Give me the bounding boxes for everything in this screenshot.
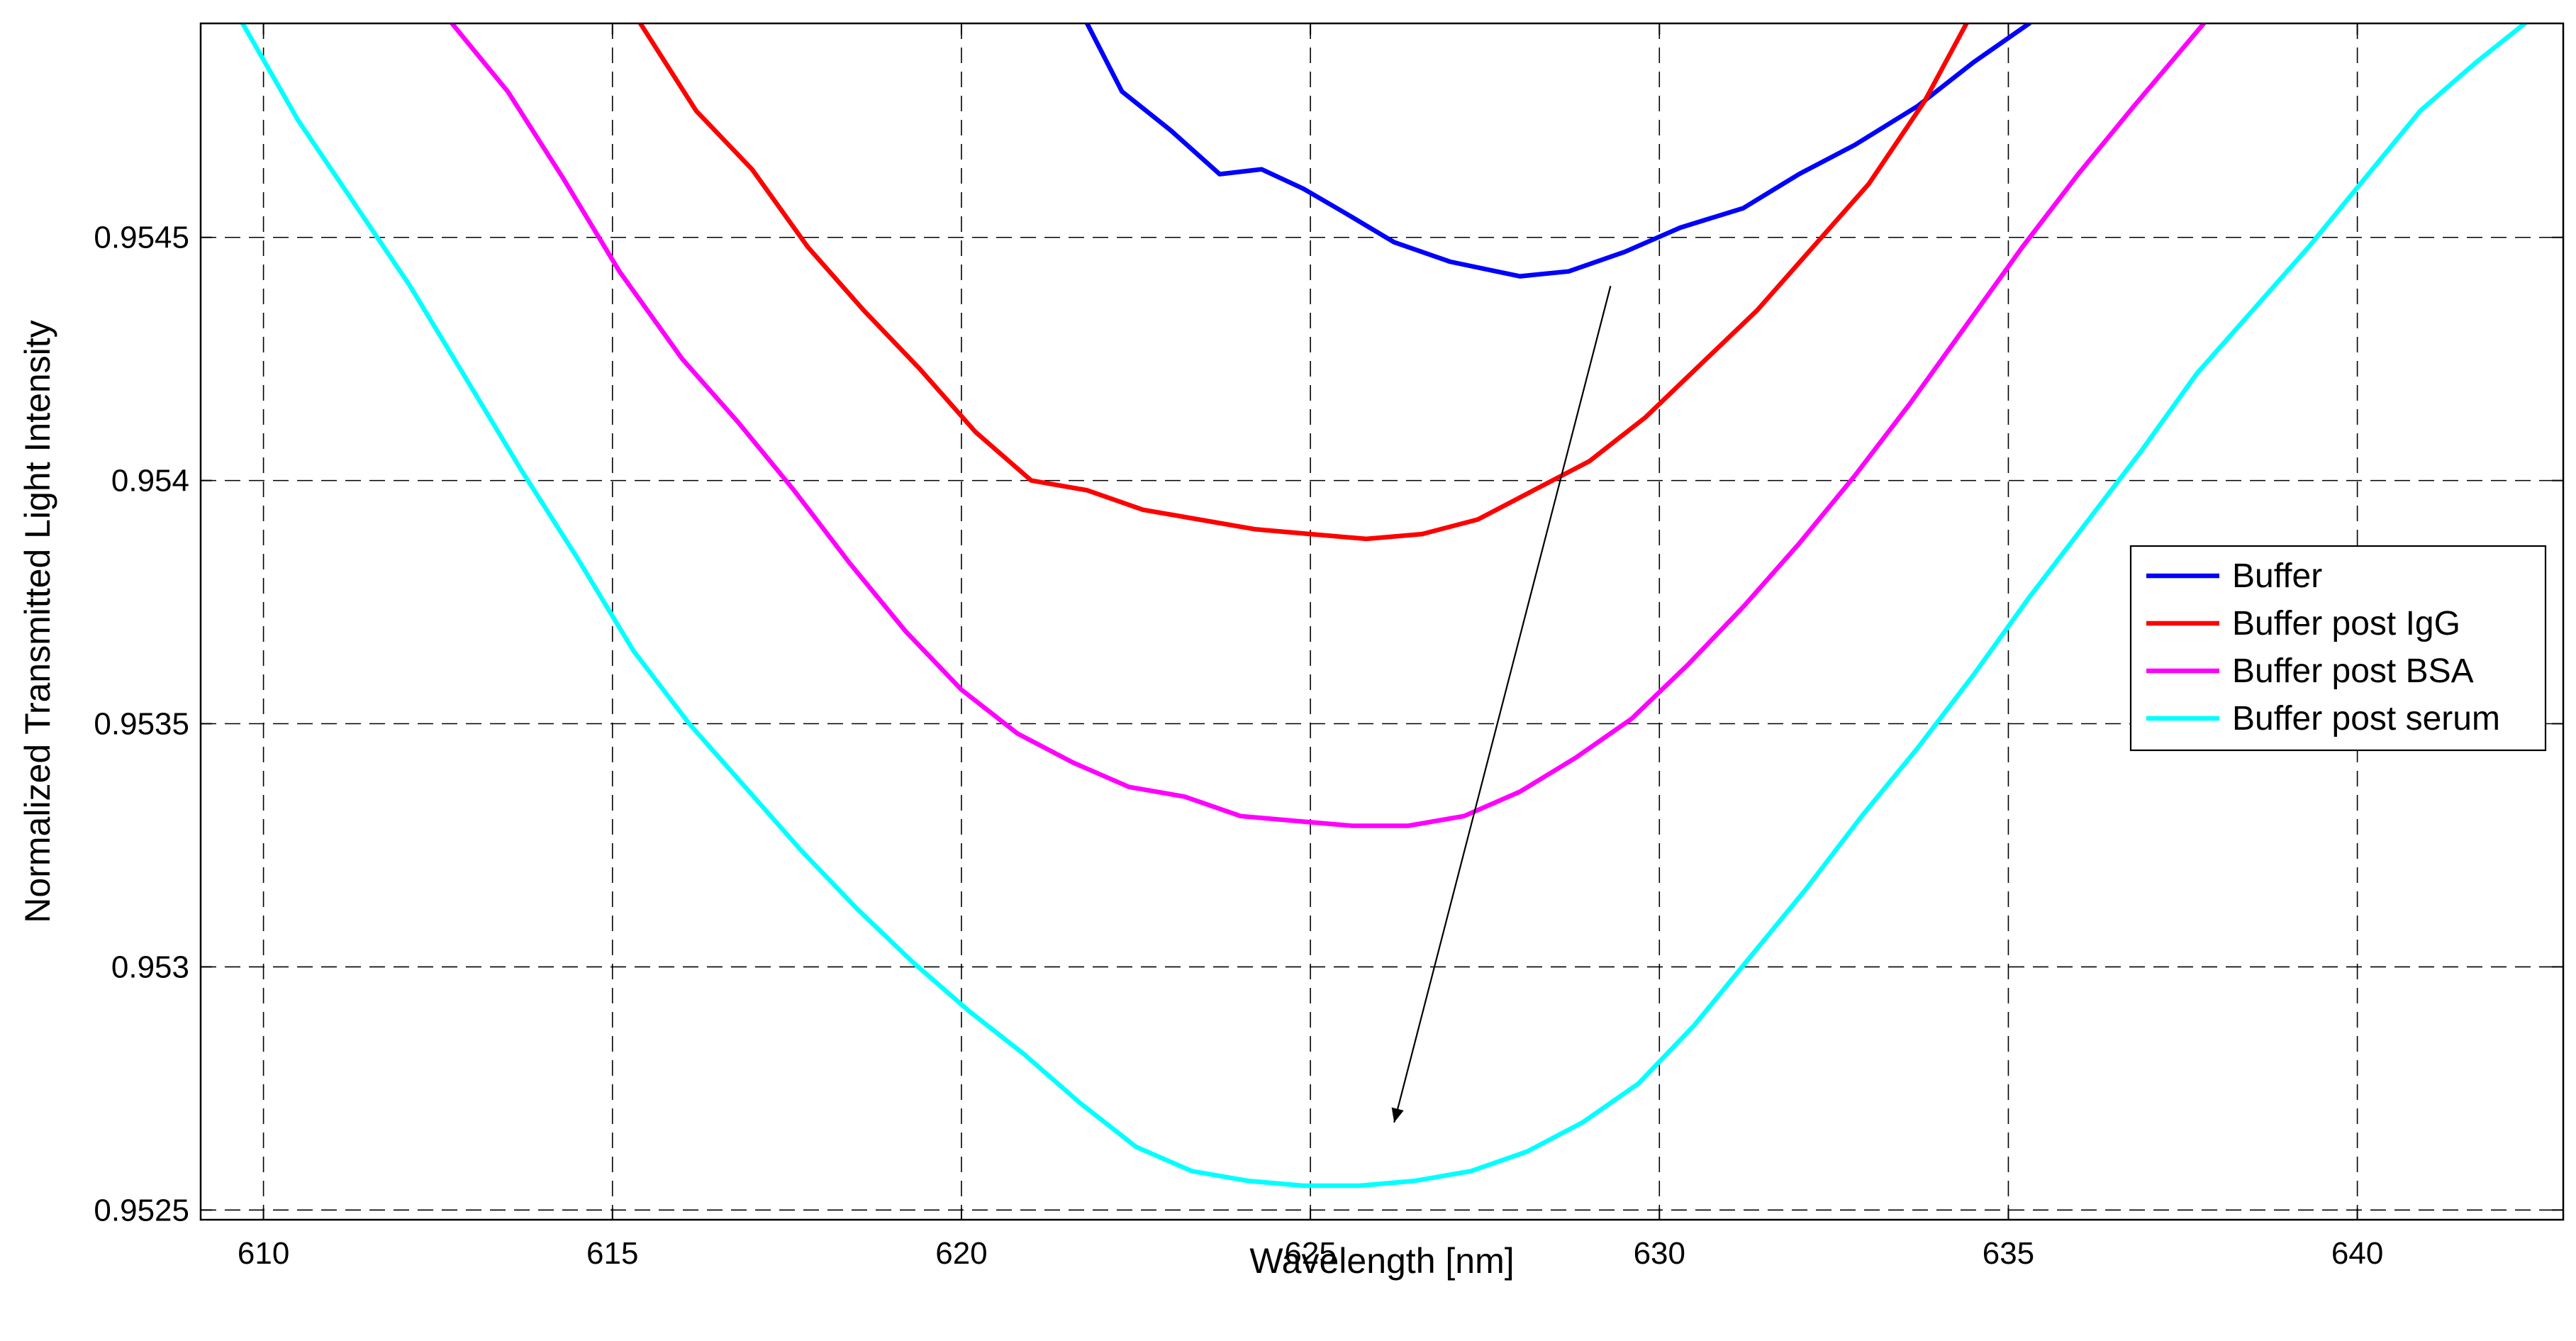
legend: Buffer Buffer post IgG Buffer post BSA Buff… [2129, 545, 2547, 752]
legend-label: Buffer post serum [2232, 700, 2500, 738]
trend-arrow [1391, 286, 1612, 1123]
series-line-buffer-post-igg [637, 23, 1969, 542]
x-tick-label: 635 [1983, 1236, 2034, 1271]
y-axis-label: Normalized Transmitted Light Intensity [18, 320, 57, 923]
series-line-buffer [1084, 23, 2032, 279]
legend-label: Buffer post BSA [2232, 652, 2474, 690]
plot-frame [199, 22, 2565, 1221]
y-tick-label: 0.9545 [94, 221, 189, 255]
series-line-buffer-post-bsa [450, 23, 2207, 828]
x-tick-label: 620 [935, 1236, 987, 1271]
x-tick-label: 615 [586, 1236, 638, 1271]
series-line-buffer-post-serum [240, 23, 2528, 1189]
x-tick-label: 630 [1634, 1236, 1685, 1271]
legend-label: Buffer [2232, 557, 2322, 595]
x-tick-label: 610 [238, 1236, 289, 1271]
y-tick-label: 0.954 [111, 464, 189, 499]
x-axis-label: Wavelength [nm] [1249, 1241, 1514, 1281]
x-tick-label: 640 [2331, 1236, 2383, 1271]
axis-ticks: 610 615 620 625 630 635 640 0.9525 0.953 0.9535 0.… [94, 23, 2563, 1271]
y-tick-label: 0.953 [111, 950, 189, 984]
y-tick-label: 0.9525 [94, 1193, 189, 1228]
series-layer [240, 23, 2528, 1189]
x-tick-label: 625 [1284, 1236, 1336, 1271]
annotation-layer [1391, 286, 1612, 1123]
y-tick-label: 0.9535 [94, 707, 189, 742]
legend-label: Buffer post IgG [2232, 605, 2460, 642]
